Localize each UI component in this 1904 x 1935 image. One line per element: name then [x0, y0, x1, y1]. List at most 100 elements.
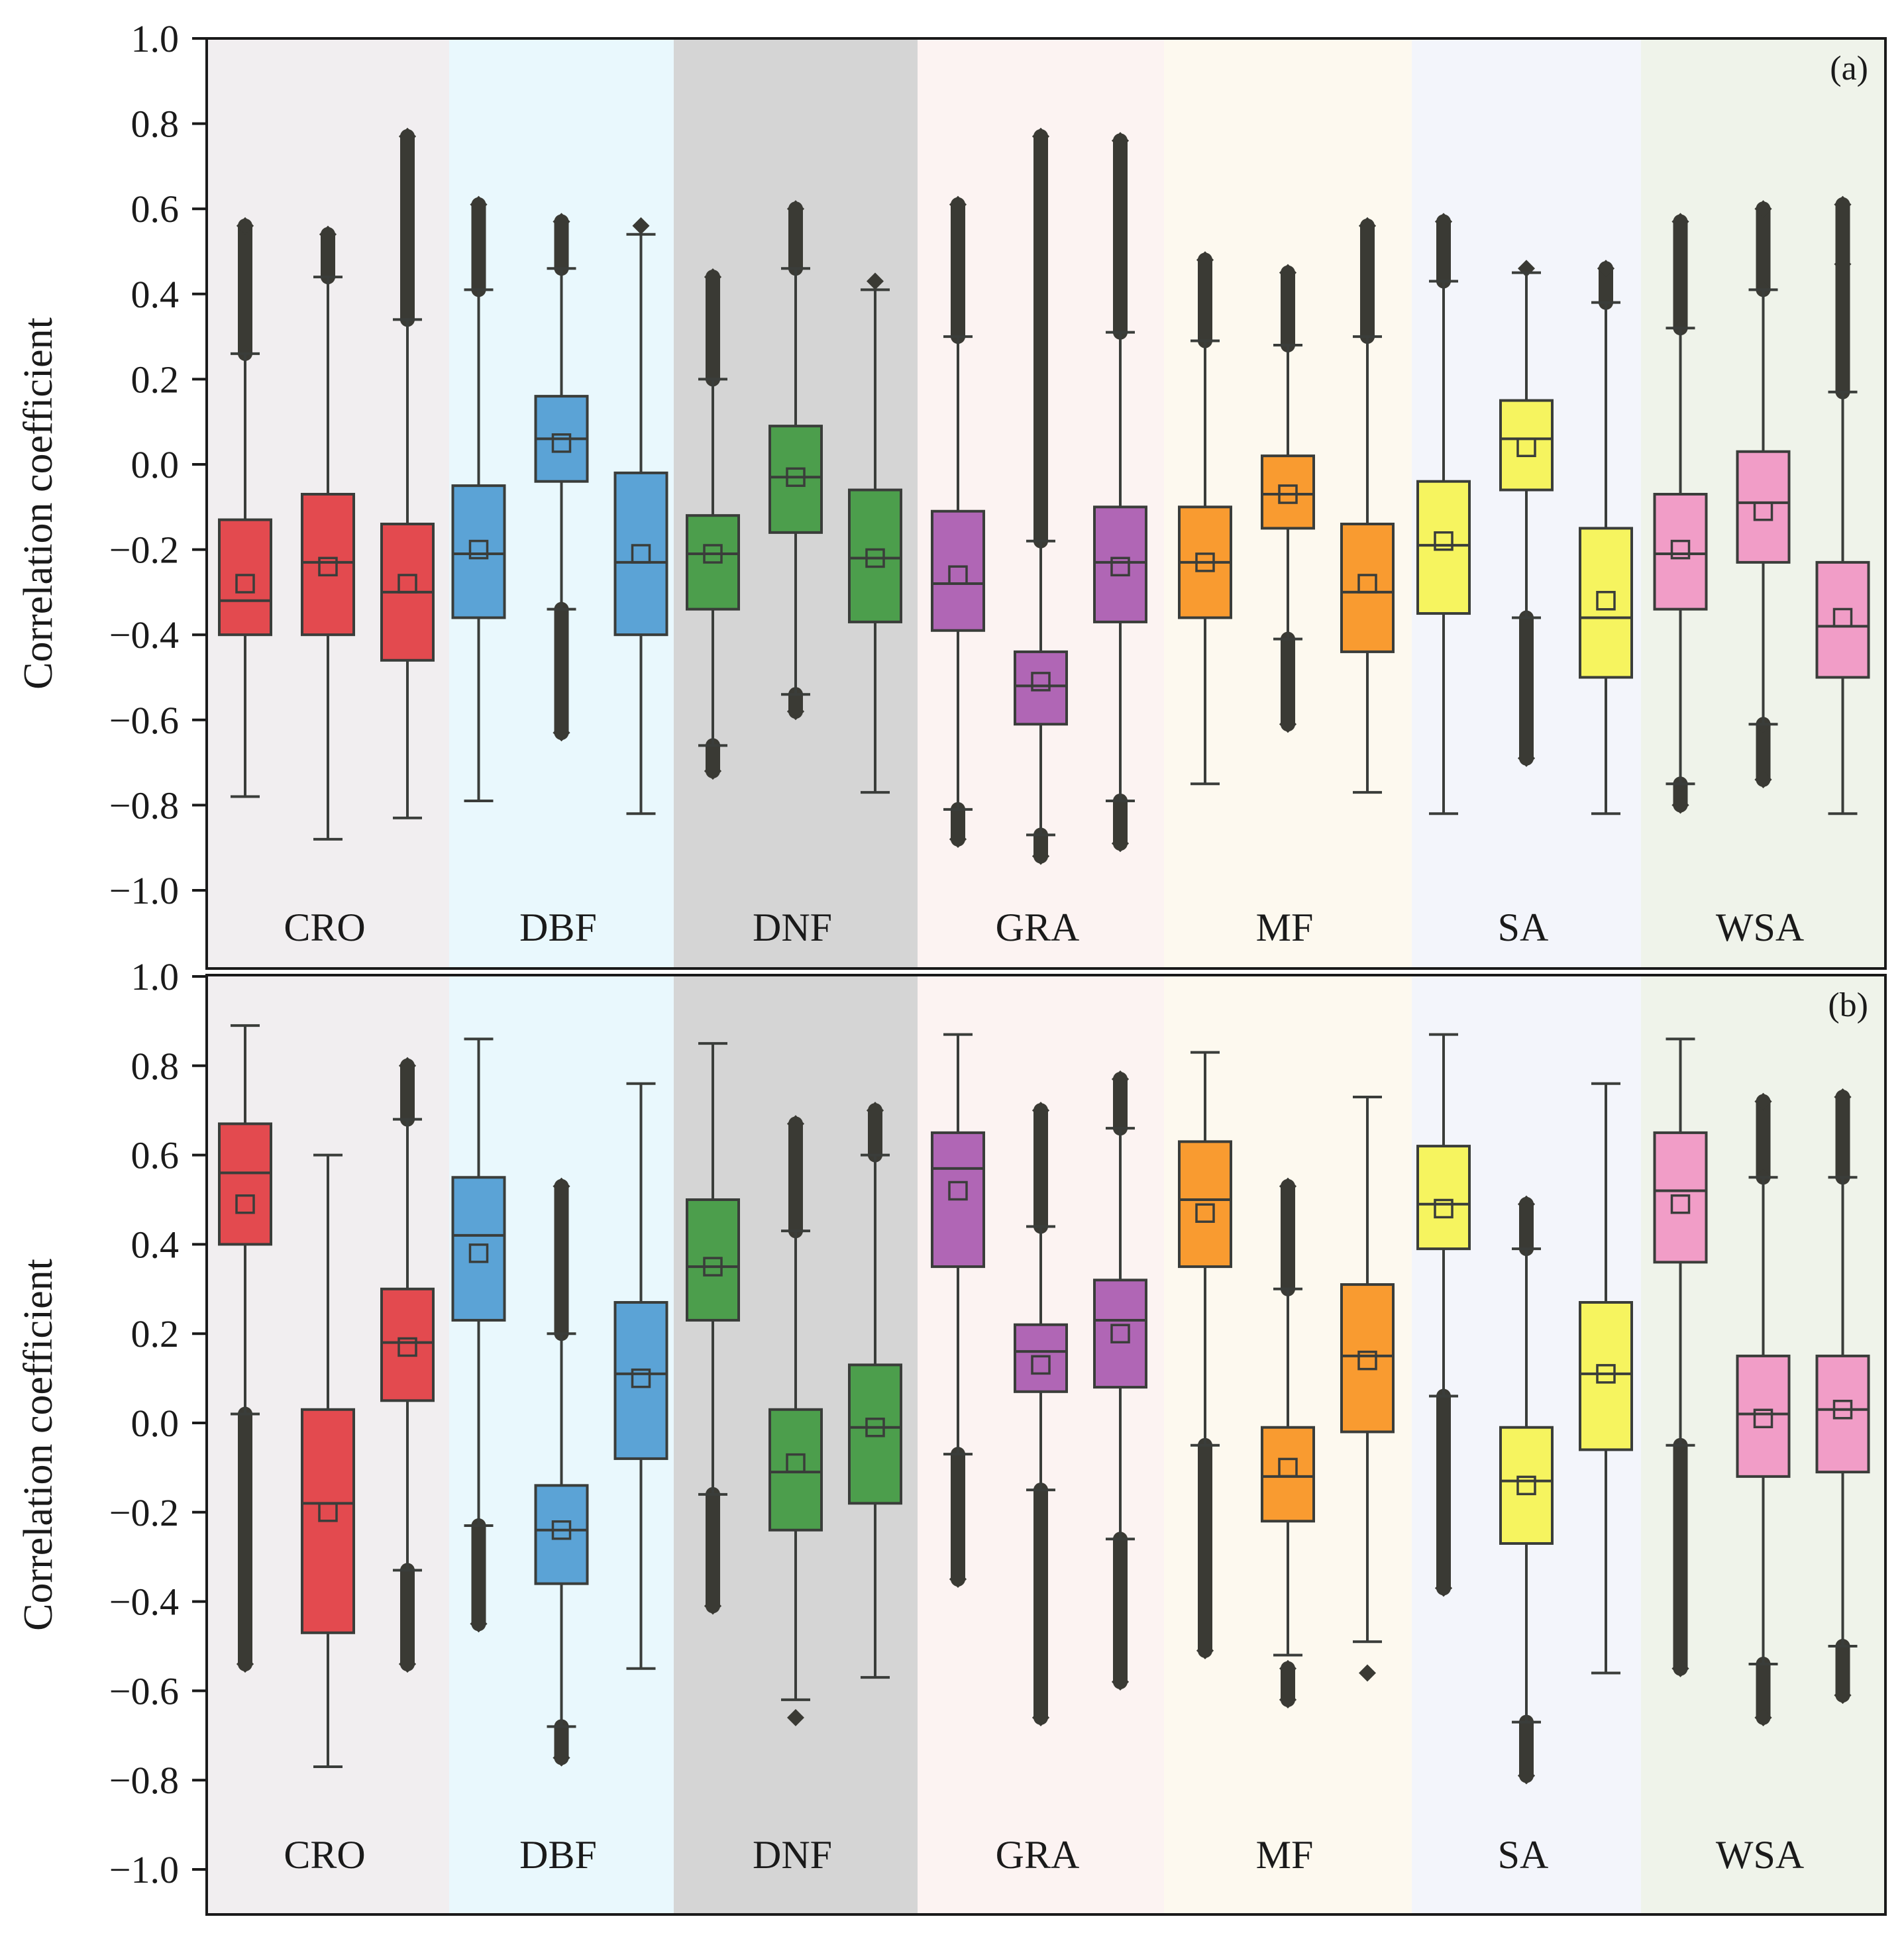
mean-marker: [1195, 552, 1215, 572]
mean-marker: [1031, 672, 1051, 692]
box-iqr: [1736, 450, 1791, 564]
mean-marker: [865, 1417, 885, 1438]
group-wsa: WSA: [1653, 1037, 1870, 1877]
y-tick-label: 0.8: [131, 1045, 180, 1088]
box-iqr: [218, 518, 272, 637]
y-tick-label: 0.4: [131, 1223, 180, 1266]
box: [613, 217, 668, 815]
mean-marker: [1516, 437, 1536, 458]
outlier-point: [1112, 1673, 1129, 1691]
outlier-point: [1032, 1708, 1049, 1726]
mean-marker: [948, 565, 968, 585]
outlier-point: [399, 1655, 416, 1673]
group-gra: GRA: [931, 1033, 1147, 1877]
mean-marker: [1753, 1408, 1773, 1429]
mean-marker: [1031, 1355, 1051, 1375]
y-tick-label: 0.8: [131, 103, 180, 146]
box: [1815, 195, 1870, 815]
y-tick-label: −0.6: [109, 699, 179, 742]
outlier-point: [1518, 749, 1535, 767]
outlier-point: [704, 268, 721, 286]
group-label: SA: [1498, 1833, 1549, 1877]
box-iqr: [1653, 1131, 1708, 1264]
box-iqr: [1014, 650, 1068, 726]
outlier-point: [1112, 1071, 1129, 1088]
y-tick-label: 0.6: [131, 1134, 180, 1177]
mean-marker: [703, 1257, 723, 1277]
outlier-point: [1032, 1102, 1049, 1120]
group-dbf: DBF: [451, 1037, 668, 1877]
box: [451, 195, 506, 802]
outlier-point: [470, 195, 488, 213]
y-tick-label: 0.6: [131, 187, 180, 231]
box-iqr: [1736, 1354, 1791, 1478]
outlier-point: [1754, 1708, 1772, 1726]
box: [848, 1102, 902, 1679]
outlier-point: [1279, 1659, 1296, 1677]
box-iqr: [1093, 1279, 1147, 1389]
y-tick-label: −0.4: [109, 1581, 179, 1624]
outlier-point: [787, 1115, 804, 1133]
box: [301, 225, 355, 841]
mean-marker: [235, 1194, 255, 1214]
box-iqr: [301, 493, 355, 637]
group-sa: SA: [1416, 213, 1633, 949]
mean-marker: [786, 1453, 806, 1473]
group-sa: SA: [1416, 1033, 1633, 1877]
outlier-point: [949, 830, 967, 848]
outlier-point: [1279, 1691, 1296, 1708]
box: [534, 213, 589, 742]
mean-marker: [1670, 1194, 1691, 1214]
box-iqr: [1093, 505, 1147, 623]
box: [613, 1082, 668, 1670]
mean-marker: [865, 548, 885, 568]
group-label: MF: [1256, 906, 1314, 949]
box-iqr: [451, 484, 506, 619]
mean-marker: [631, 544, 651, 564]
box-iqr: [848, 1363, 902, 1505]
outlier-point: [1834, 1687, 1852, 1704]
group-cro: CRO: [218, 1024, 435, 1877]
box: [1653, 1037, 1708, 1677]
outlier-point: [1671, 1659, 1689, 1677]
outlier-point: [1671, 796, 1689, 814]
box: [451, 1037, 506, 1633]
mean-marker: [397, 574, 417, 594]
outlier-point: [949, 195, 967, 213]
box: [380, 1057, 435, 1673]
y-tick-label: 1.0: [131, 17, 180, 60]
box: [1815, 1088, 1870, 1704]
box: [1736, 1092, 1791, 1726]
box-iqr: [1815, 560, 1870, 679]
box: [1416, 213, 1471, 815]
box: [1014, 127, 1068, 865]
panel-label: (a): [1830, 50, 1868, 87]
mean-marker: [786, 467, 806, 488]
box-iqr: [1579, 1301, 1633, 1451]
outlier-point: [319, 225, 337, 243]
mean-marker: [1278, 484, 1298, 504]
mean-marker: [1278, 1457, 1298, 1478]
mean-marker: [468, 1243, 489, 1263]
panel-label: (b): [1828, 986, 1868, 1024]
outlier-point: [399, 127, 416, 145]
group-label: DBF: [519, 1833, 597, 1877]
box: [534, 1177, 589, 1767]
group-cro: CRO: [218, 127, 435, 949]
group-label: WSA: [1716, 1833, 1804, 1877]
outlier-point: [1359, 1664, 1376, 1682]
y-tick-label: −0.4: [109, 613, 179, 656]
outlier-point: [237, 1655, 254, 1673]
box: [1014, 1102, 1068, 1726]
box-iqr: [1416, 480, 1471, 615]
mean-marker: [1357, 574, 1377, 594]
outlier-point: [949, 1570, 967, 1588]
outlier-point: [553, 1177, 570, 1195]
group-mf: MF: [1178, 217, 1395, 949]
y-axis-title: Correlation coefficient: [16, 317, 61, 690]
box-iqr: [768, 425, 823, 534]
outlier-point: [787, 1708, 804, 1726]
box: [1261, 264, 1315, 733]
box-iqr: [848, 488, 902, 623]
group-label: CRO: [284, 1833, 365, 1877]
